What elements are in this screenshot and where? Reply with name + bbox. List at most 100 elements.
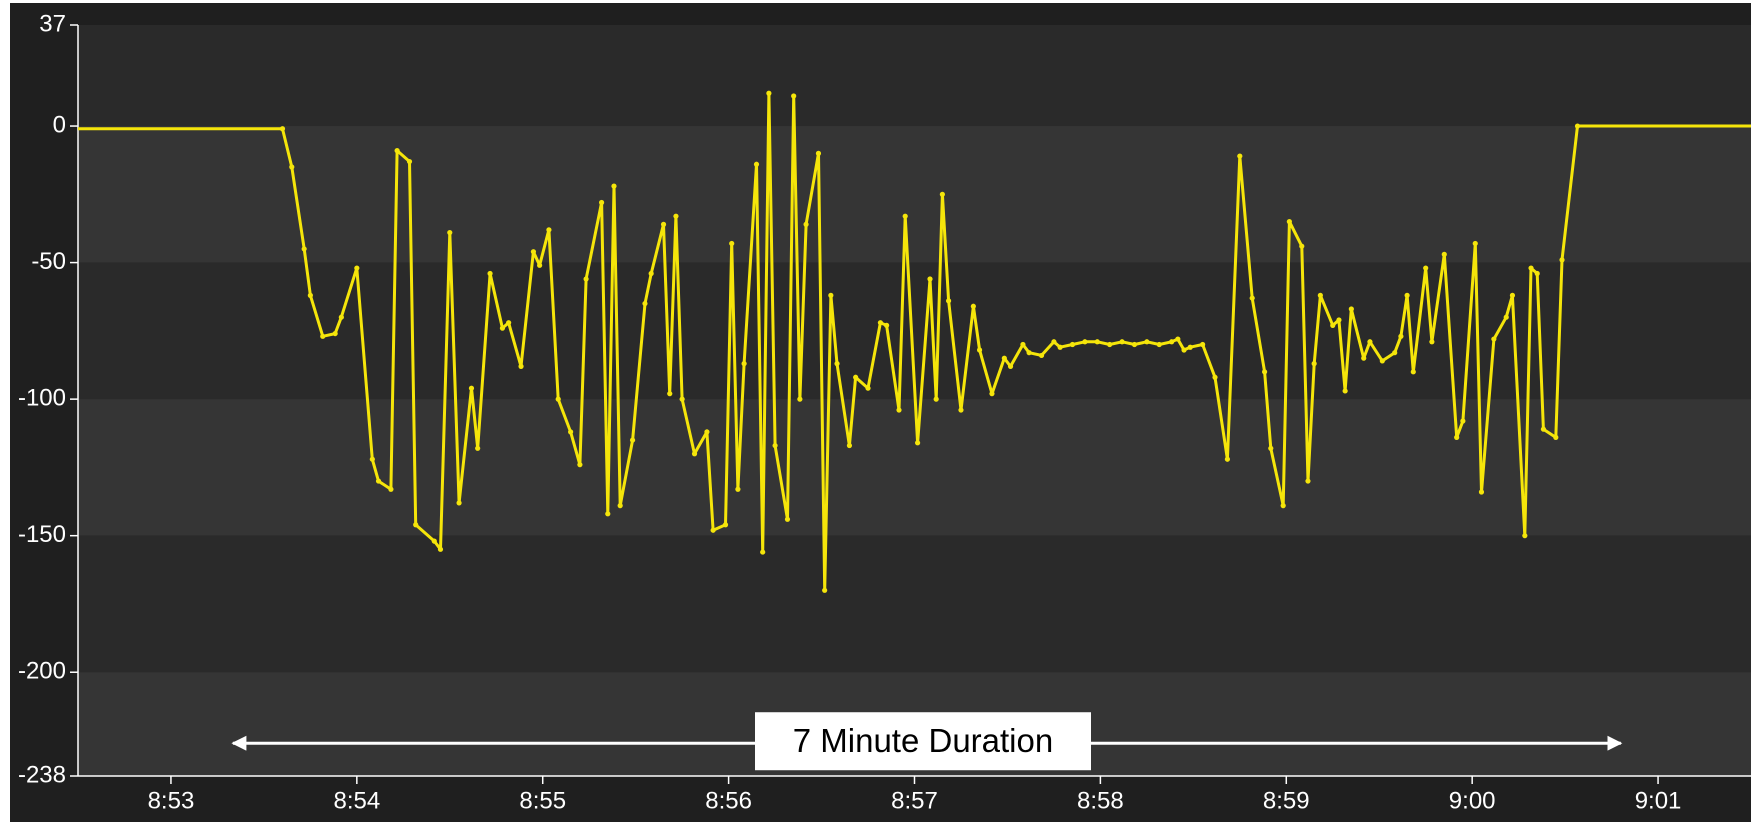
- data-point: [413, 522, 419, 528]
- data-point: [1454, 434, 1460, 440]
- data-point: [704, 429, 710, 435]
- data-point: [1144, 339, 1150, 345]
- data-point: [611, 183, 617, 189]
- data-point: [933, 396, 939, 402]
- data-point: [766, 90, 772, 96]
- x-tick-label: 8:54: [333, 787, 380, 814]
- data-point: [1094, 339, 1100, 345]
- data-point: [784, 516, 791, 522]
- data-point: [468, 385, 475, 391]
- y-tick-label: -238: [18, 761, 66, 788]
- data-point: [394, 148, 400, 154]
- data-point: [1503, 314, 1509, 320]
- data-point: [760, 549, 766, 555]
- data-point: [1069, 341, 1076, 348]
- data-point: [583, 276, 589, 282]
- grid-band: [78, 25, 1751, 127]
- data-point: [518, 363, 524, 369]
- data-point: [1441, 251, 1447, 257]
- data-point: [1249, 295, 1255, 301]
- data-point: [537, 262, 543, 268]
- data-point: [1423, 265, 1429, 271]
- data-point: [667, 391, 673, 397]
- data-point: [406, 158, 413, 165]
- data-point: [729, 240, 735, 247]
- data-point: [1478, 489, 1485, 495]
- data-point: [617, 503, 623, 509]
- data-point: [791, 93, 797, 99]
- x-tick-label: 8:57: [891, 787, 938, 814]
- grid-band: [78, 399, 1751, 536]
- data-point: [1330, 322, 1336, 328]
- data-point: [1026, 350, 1032, 356]
- data-point: [1020, 341, 1026, 348]
- grid-bands: [10, 3, 1751, 822]
- data-point: [447, 229, 453, 236]
- data-point: [1460, 418, 1466, 424]
- x-tick-label: 8:58: [1077, 787, 1124, 814]
- data-point: [530, 249, 537, 255]
- y-tick-label: -150: [18, 521, 66, 548]
- data-point: [475, 445, 481, 451]
- y-tick-label: 0: [53, 111, 66, 138]
- data-point: [753, 161, 760, 167]
- data-point: [1156, 341, 1162, 348]
- data-point: [735, 486, 741, 492]
- data-point: [648, 270, 654, 277]
- data-point: [877, 320, 884, 326]
- x-tick-label: 8:53: [148, 787, 195, 814]
- data-point: [1001, 355, 1007, 361]
- data-point: [1299, 243, 1305, 249]
- data-point: [1187, 344, 1193, 350]
- data-point: [970, 303, 976, 309]
- data-point: [431, 538, 437, 544]
- x-tick-label: 8:59: [1263, 787, 1310, 814]
- data-point: [803, 221, 809, 227]
- data-point: [822, 587, 828, 593]
- y-axis: 37 0 -50 -100 -150 -200 -238: [18, 10, 79, 788]
- data-point: [1559, 257, 1565, 263]
- data-point: [1082, 339, 1088, 345]
- grid-band: [78, 126, 1751, 263]
- data-point: [815, 150, 822, 156]
- data-point: [1224, 456, 1231, 462]
- data-point: [772, 442, 778, 449]
- data-point: [722, 522, 729, 528]
- data-point: [865, 385, 871, 391]
- data-point: [568, 429, 574, 435]
- data-point: [660, 221, 667, 227]
- data-point: [354, 265, 360, 271]
- data-point: [1311, 361, 1317, 367]
- data-point: [1261, 369, 1268, 375]
- data-point: [1342, 388, 1348, 394]
- data-point: [1522, 533, 1528, 539]
- data-point: [487, 270, 493, 277]
- data-point: [1398, 333, 1404, 339]
- data-point: [741, 361, 747, 367]
- data-point: [642, 300, 648, 307]
- data-point: [1107, 341, 1113, 348]
- data-point: [456, 500, 462, 506]
- duration-annotation: 7 Minute Duration: [231, 712, 1623, 771]
- data-point: [1429, 339, 1435, 345]
- data-point: [846, 442, 853, 449]
- data-point: [1404, 292, 1410, 298]
- data-point: [1410, 369, 1416, 375]
- data-point: [546, 227, 552, 233]
- data-point: [1181, 347, 1187, 353]
- data-point: [902, 213, 908, 219]
- data-point: [301, 246, 307, 252]
- data-point: [279, 126, 286, 132]
- data-point: [1237, 153, 1243, 159]
- y-tick-label: 37: [39, 10, 66, 37]
- data-point: [945, 298, 952, 304]
- data-point: [1057, 344, 1063, 350]
- data-point: [1472, 240, 1478, 247]
- data-point: [1348, 306, 1354, 312]
- data-point: [853, 374, 859, 380]
- data-point: [1540, 426, 1547, 432]
- data-point: [289, 164, 295, 170]
- data-point: [1528, 265, 1534, 271]
- data-point: [598, 199, 605, 206]
- data-point: [673, 213, 679, 219]
